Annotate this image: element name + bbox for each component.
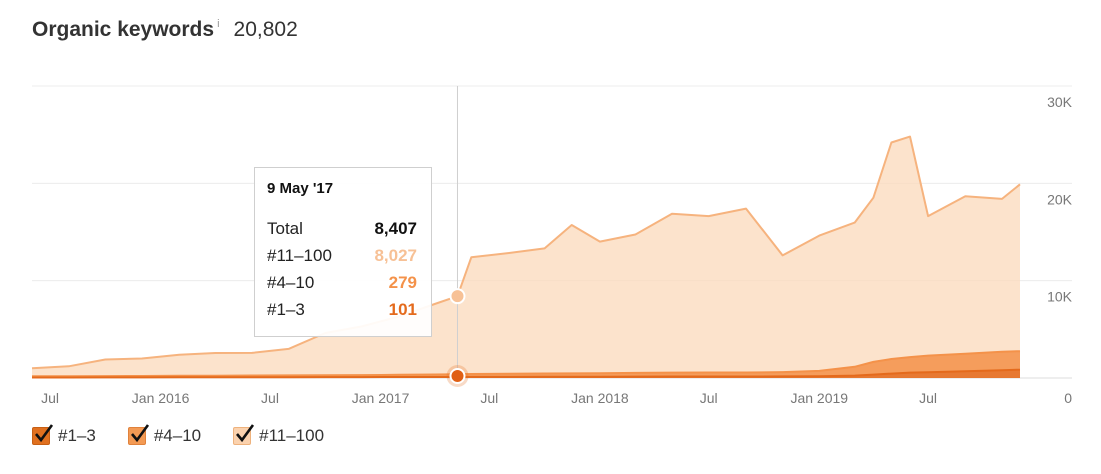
chart-header: Organic keywords i 20,802 (32, 18, 298, 42)
tooltip-row-value: 101 (388, 300, 417, 319)
legend-item[interactable]: #1–3 (32, 424, 96, 446)
tooltip-row-label: #1–3 (267, 300, 305, 319)
x-tick-label: Jul (919, 390, 937, 406)
legend-checkbox[interactable] (233, 424, 255, 445)
tooltip-row: #11–100 8,027 (267, 242, 417, 269)
tooltip-row: #4–10 279 (267, 269, 417, 296)
chart-title: Organic keywords (32, 18, 215, 41)
legend-item[interactable]: #4–10 (127, 424, 202, 446)
x-tick-label: Jan 2019 (790, 390, 848, 406)
legend-label: #1–3 (58, 426, 96, 445)
tooltip-row-value: 279 (388, 273, 417, 292)
y-tick-label: 0 (1064, 390, 1072, 406)
x-tick-label: Jul (41, 390, 59, 406)
legend-label: #11–100 (259, 426, 325, 445)
keyword-total: 20,802 (233, 18, 298, 41)
x-tick-label: Jan 2016 (132, 390, 190, 406)
info-icon[interactable]: i (217, 18, 220, 30)
checkmark-icon (236, 424, 255, 443)
hover-marker-base (449, 368, 466, 384)
series-area (32, 136, 1020, 377)
tooltip-row-label: #4–10 (267, 273, 315, 292)
legend-label: #4–10 (153, 426, 202, 445)
y-tick-label: 30K (1047, 94, 1073, 110)
x-tick-label: Jul (700, 390, 718, 406)
tooltip-row: Total 8,407 (267, 215, 417, 242)
tooltip-row-label: #11–100 (267, 246, 332, 265)
series-area (32, 369, 1020, 378)
x-tick-label: Jul (261, 390, 279, 406)
series-line (31, 350, 1021, 378)
hover-tooltip: 9 May '17 Total 8,407 #11–100 8,027 #4–10 279… (254, 167, 432, 337)
tooltip-row-value: 8,407 (374, 219, 417, 238)
tooltip-date: 9 May '17 (267, 180, 334, 197)
legend-checkbox[interactable] (127, 424, 149, 445)
hover-marker-total (449, 288, 466, 305)
chart-legend: #1–3 #4–10 #11–100 (32, 424, 356, 446)
tooltip-row: #1–3 101 (267, 296, 417, 323)
x-tick-label: Jan 2017 (352, 390, 410, 406)
y-tick-label: 10K (1047, 289, 1073, 305)
legend-item[interactable]: #11–100 (233, 424, 325, 446)
series-line (31, 135, 1021, 370)
legend-checkbox[interactable] (32, 424, 54, 445)
checkmark-icon (35, 424, 54, 443)
tooltip-row-label: Total (267, 219, 303, 238)
x-tick-label: Jul (480, 390, 498, 406)
series-line (32, 368, 1021, 379)
y-tick-label: 20K (1047, 191, 1073, 207)
tooltip-row-value: 8,027 (374, 246, 417, 265)
x-tick-label: Jan 2018 (571, 390, 629, 406)
checkmark-icon (130, 424, 149, 443)
